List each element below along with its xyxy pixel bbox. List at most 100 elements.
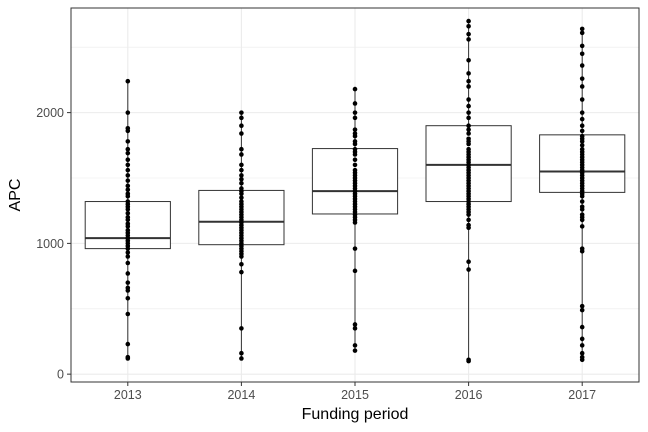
- data-point-2017: [579, 76, 585, 81]
- data-point-2014: [239, 115, 244, 121]
- data-point-2013: [125, 246, 131, 251]
- data-point-2017: [579, 199, 585, 204]
- data-point-2013: [125, 211, 131, 216]
- data-point-2014: [239, 173, 244, 178]
- data-point-2014: [239, 146, 244, 152]
- data-point-2016: [466, 267, 471, 272]
- data-point-2016: [466, 358, 471, 364]
- data-point-2015: [352, 110, 358, 115]
- data-point-2016: [466, 110, 471, 115]
- data-point-2017: [579, 343, 585, 348]
- data-point-2016: [466, 84, 471, 89]
- data-point-2016: [466, 37, 471, 42]
- data-point-2017: [579, 350, 585, 356]
- x-tick-label: 2013: [114, 388, 142, 402]
- data-point-2015: [352, 127, 358, 132]
- data-point-2016: [466, 131, 471, 136]
- data-point-2016: [466, 127, 471, 132]
- data-point-2016: [466, 217, 471, 223]
- data-point-2014: [239, 254, 244, 259]
- data-point-2017: [579, 139, 585, 144]
- data-point-2017: [579, 207, 585, 212]
- data-point-2014: [239, 326, 244, 331]
- data-point-2015: [352, 162, 358, 168]
- x-tick-label: 2016: [455, 388, 483, 402]
- data-point-2013: [125, 311, 131, 317]
- x-tick-label: 2017: [568, 388, 596, 402]
- x-tick-label: 2015: [341, 388, 369, 402]
- data-point-2016: [466, 18, 471, 24]
- data-point-2017: [579, 307, 585, 313]
- data-point-2017: [579, 110, 585, 115]
- data-point-2013: [125, 288, 131, 293]
- data-point-2015: [352, 152, 358, 157]
- data-point-2016: [466, 58, 471, 63]
- data-point-2013: [125, 178, 131, 183]
- data-point-2014: [239, 195, 244, 200]
- data-point-2016: [466, 123, 471, 128]
- data-point-2013: [125, 167, 131, 173]
- data-point-2014: [239, 191, 244, 196]
- data-point-2017: [579, 303, 585, 309]
- data-point-2015: [352, 343, 358, 348]
- data-point-2013: [125, 194, 131, 199]
- data-point-2013: [125, 139, 131, 144]
- data-point-2013: [125, 356, 131, 361]
- data-point-2015: [352, 86, 358, 92]
- data-point-2014: [239, 152, 244, 157]
- data-point-2013: [125, 280, 131, 285]
- data-point-2013: [125, 260, 131, 266]
- data-point-2015: [352, 157, 358, 162]
- data-point-2013: [125, 224, 131, 229]
- data-point-2013: [125, 250, 131, 255]
- data-point-2015: [352, 246, 358, 251]
- data-point-2013: [125, 173, 131, 178]
- x-tick-label: 2014: [227, 388, 255, 402]
- data-point-2016: [466, 212, 471, 217]
- data-point-2017: [579, 43, 585, 49]
- data-point-2017: [579, 128, 585, 134]
- data-point-2017: [579, 336, 585, 342]
- data-point-2013: [125, 146, 131, 152]
- data-point-2016: [466, 71, 471, 76]
- data-point-2015: [352, 326, 358, 331]
- data-point-2016: [466, 24, 471, 29]
- data-point-2016: [466, 31, 471, 37]
- data-point-2014: [239, 350, 244, 356]
- data-point-2014: [239, 123, 244, 128]
- data-point-2015: [352, 133, 358, 139]
- data-point-2017: [579, 63, 585, 68]
- data-point-2017: [579, 26, 585, 32]
- data-point-2016: [466, 97, 471, 102]
- data-point-2017: [579, 217, 585, 223]
- data-point-2013: [125, 183, 131, 189]
- data-point-2015: [352, 322, 358, 327]
- data-point-2013: [125, 187, 131, 193]
- data-point-2017: [579, 116, 585, 122]
- data-point-2014: [239, 162, 244, 168]
- data-point-2017: [579, 357, 585, 363]
- data-point-2017: [579, 51, 585, 57]
- data-point-2014: [239, 110, 244, 115]
- data-point-2014: [239, 131, 244, 136]
- y-tick-label: 1000: [36, 237, 64, 251]
- data-point-2014: [239, 180, 244, 186]
- data-point-2013: [125, 271, 131, 276]
- data-point-2015: [352, 141, 358, 147]
- data-point-2014: [239, 356, 244, 361]
- y-tick-label: 2000: [36, 106, 64, 120]
- data-point-2017: [579, 97, 585, 102]
- data-point-2014: [239, 167, 244, 173]
- data-point-2013: [125, 217, 131, 223]
- data-point-2013: [125, 207, 131, 212]
- data-point-2016: [466, 259, 471, 264]
- data-point-2013: [125, 78, 131, 84]
- data-point-2016: [466, 78, 471, 84]
- data-point-2016: [466, 225, 471, 230]
- data-point-2017: [579, 224, 585, 229]
- data-point-2017: [579, 248, 585, 254]
- data-point-2014: [239, 262, 244, 267]
- data-point-2016: [466, 115, 471, 121]
- data-point-2016: [466, 141, 471, 147]
